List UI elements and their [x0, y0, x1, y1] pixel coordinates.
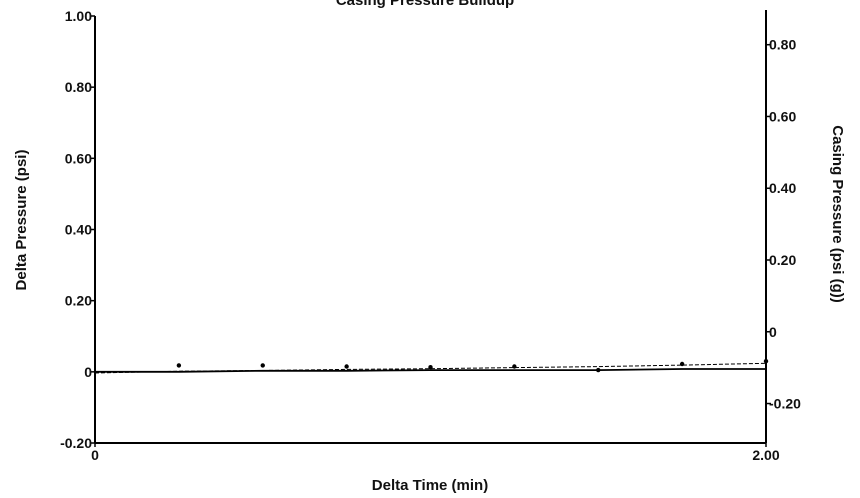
plot-frame: [94, 10, 767, 444]
left-tick-label: -0.20: [60, 435, 92, 451]
right-tick-label: 0.80: [769, 37, 796, 53]
right-tick-label: 0.20: [769, 252, 796, 268]
series-marker: [344, 364, 349, 369]
series-marker: [176, 363, 182, 368]
delta-pressure-line: [95, 368, 766, 373]
left-axis-title: Delta Pressure (psi): [13, 150, 30, 291]
right-tick-label: 0.60: [769, 108, 796, 124]
series-marker: [260, 363, 265, 368]
casing-pressure-line: [94, 362, 767, 374]
series-marker: [596, 367, 601, 373]
x-tick-label: 2.00: [752, 447, 779, 463]
left-tick-label: 0.20: [65, 293, 92, 309]
left-tick-label: 0: [84, 364, 92, 380]
series-marker: [679, 361, 685, 367]
x-tick-label: 0: [91, 447, 99, 463]
left-tick-label: 0.80: [65, 79, 92, 95]
x-axis-title: Delta Time (min): [372, 477, 488, 494]
chart-title: Casing Pressure Buildup: [336, 0, 514, 9]
right-tick-label: 0: [769, 324, 777, 340]
series-layer: [94, 358, 769, 374]
series-marker: [763, 358, 769, 364]
series-marker: [512, 364, 517, 369]
x-axis-ticks: 0 2.00: [91, 443, 780, 463]
right-tick-label: 0.40: [769, 180, 796, 196]
series-marker: [428, 365, 433, 370]
right-axis-title: Casing Pressure (psi (g)): [829, 125, 846, 303]
left-tick-label: 0.40: [65, 222, 92, 238]
left-axis-ticks: -0.20 0 0.20 0.40 0.60 0.80 1.00: [60, 8, 95, 451]
left-tick-label: 0.60: [65, 150, 92, 166]
right-axis-ticks: -0.20 0 0.20 0.40 0.60 0.80: [766, 37, 801, 412]
left-tick-label: 1.00: [65, 8, 92, 24]
right-tick-label: -0.20: [769, 396, 801, 412]
